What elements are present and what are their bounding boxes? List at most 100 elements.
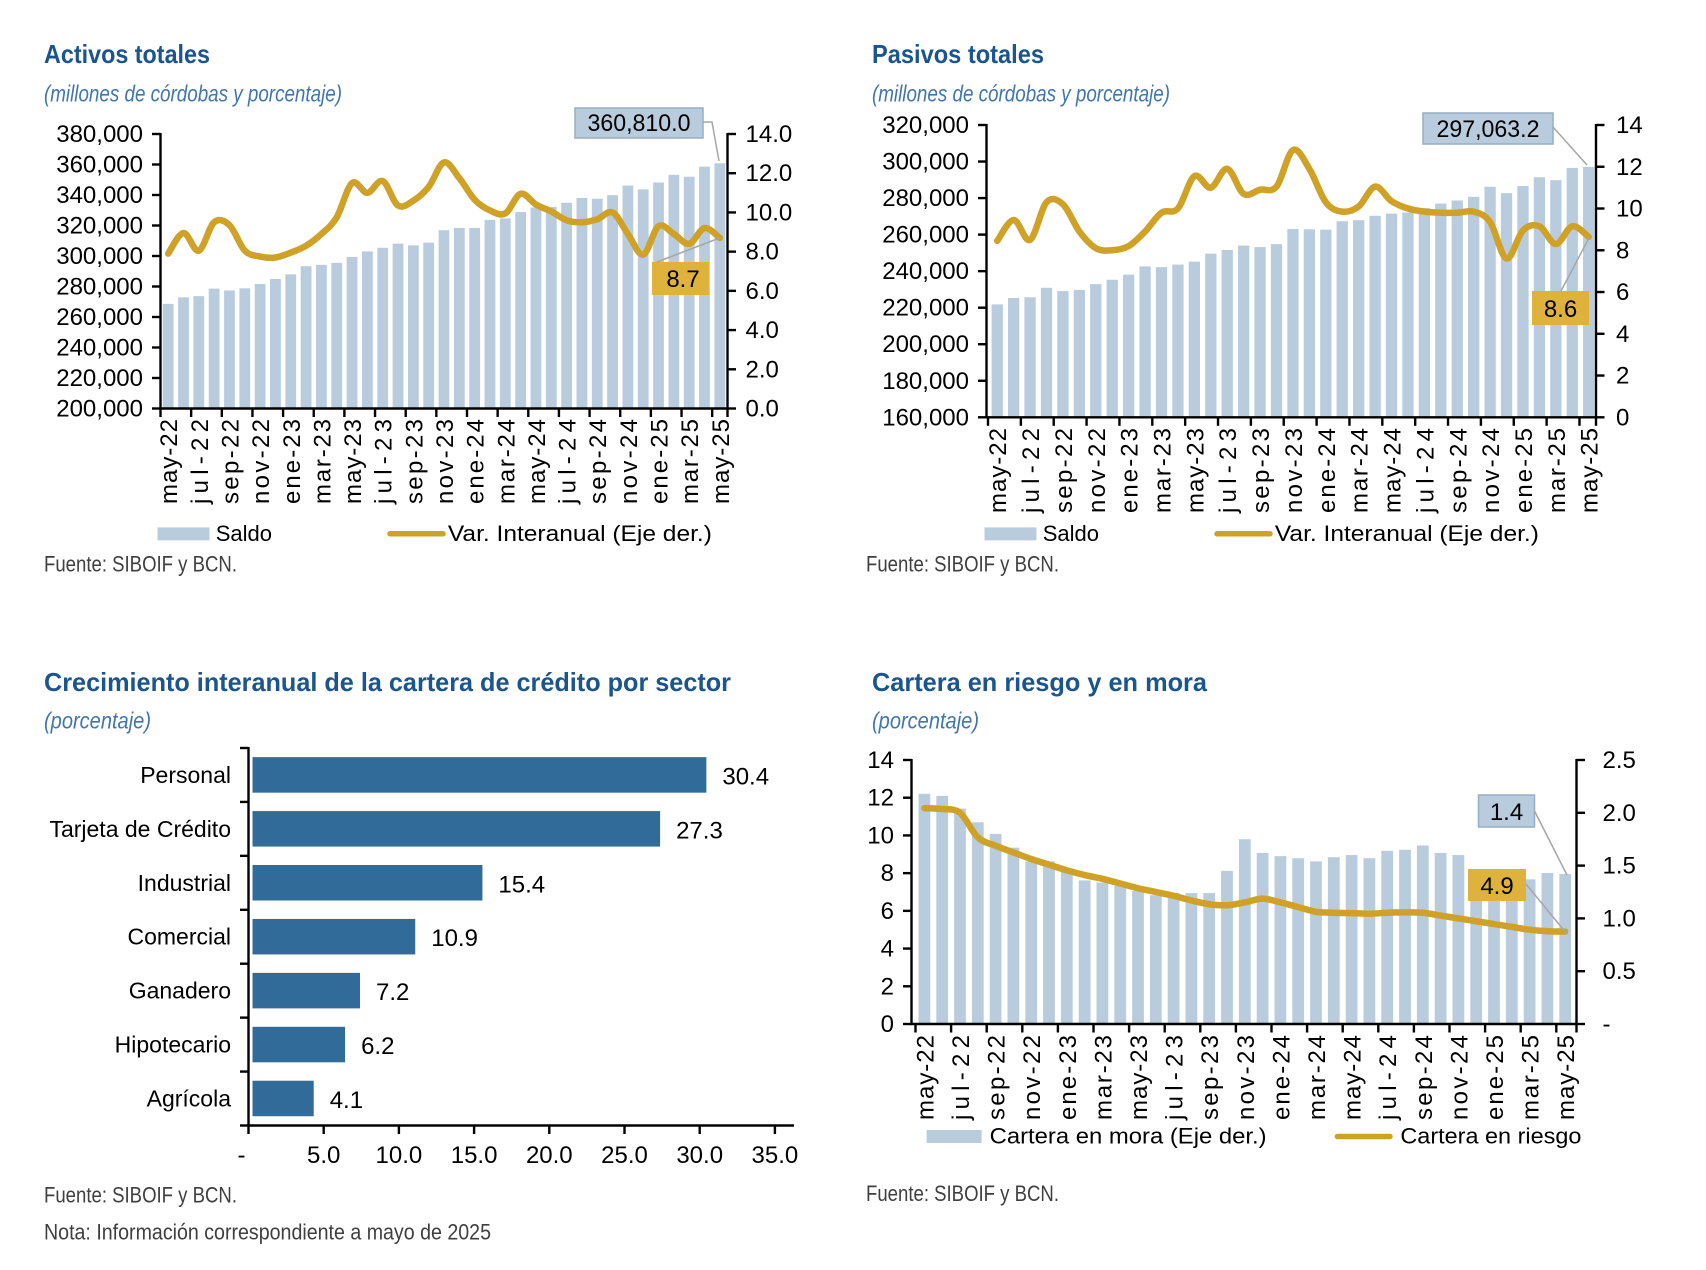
svg-text:jul-22: jul-22 [1018, 428, 1045, 514]
svg-text:240,000: 240,000 [882, 258, 969, 285]
svg-text:ene-23: ene-23 [279, 419, 306, 504]
svg-text:1.0: 1.0 [1603, 905, 1636, 932]
svg-text:15.4: 15.4 [498, 871, 545, 898]
svg-text:Saldo: Saldo [216, 521, 272, 546]
svg-text:(porcentaje): (porcentaje) [872, 708, 979, 734]
svg-text:6: 6 [1616, 279, 1629, 306]
svg-text:1.4: 1.4 [1490, 799, 1523, 826]
svg-text:4: 4 [881, 936, 894, 963]
svg-text:Tarjeta de Crédito: Tarjeta de Crédito [49, 816, 231, 842]
svg-text:Var. Interanual (Eje der.): Var. Interanual (Eje der.) [448, 521, 712, 546]
svg-text:0.0: 0.0 [746, 396, 779, 423]
svg-text:220,000: 220,000 [882, 295, 969, 322]
svg-text:280,000: 280,000 [56, 274, 143, 301]
svg-text:Ganadero: Ganadero [129, 978, 231, 1004]
svg-text:-: - [1603, 1011, 1611, 1038]
svg-text:Personal: Personal [140, 762, 231, 788]
svg-text:2.5: 2.5 [1603, 747, 1636, 774]
svg-text:sep-22: sep-22 [984, 1035, 1011, 1120]
svg-text:may-23: may-23 [1126, 1035, 1153, 1120]
svg-text:nov-23: nov-23 [1233, 1035, 1260, 1120]
svg-text:360,000: 360,000 [56, 152, 143, 179]
svg-text:mar-25: mar-25 [1518, 1035, 1545, 1120]
svg-text:may-24: may-24 [1340, 1035, 1367, 1120]
svg-text:mar-24: mar-24 [1304, 1035, 1331, 1120]
svg-text:sep-23: sep-23 [401, 419, 428, 504]
svg-text:14: 14 [1616, 112, 1643, 139]
svg-text:4: 4 [1616, 321, 1629, 348]
svg-text:Hipotecario: Hipotecario [115, 1032, 231, 1058]
svg-text:jul-24: jul-24 [555, 419, 582, 505]
svg-text:(porcentaje): (porcentaje) [44, 708, 151, 734]
svg-text:200,000: 200,000 [56, 396, 143, 423]
svg-text:may-25: may-25 [1577, 428, 1604, 513]
svg-text:mar-24: mar-24 [493, 419, 520, 504]
svg-text:220,000: 220,000 [56, 365, 143, 392]
svg-text:jul-23: jul-23 [1215, 428, 1242, 514]
svg-text:mar-23: mar-23 [1090, 1035, 1117, 1120]
svg-text:(millones de córdobas y porcen: (millones de córdobas y porcentaje) [44, 81, 342, 107]
svg-text:25.0: 25.0 [601, 1142, 648, 1169]
svg-text:sep-22: sep-22 [1051, 428, 1078, 513]
svg-text:ene-24: ene-24 [1314, 428, 1341, 513]
svg-text:jul-23: jul-23 [371, 419, 398, 505]
svg-text:nov-23: nov-23 [1281, 428, 1308, 513]
svg-text:160,000: 160,000 [882, 404, 969, 431]
svg-text:200,000: 200,000 [882, 331, 969, 358]
svg-text:Fuente: SIBOIF y BCN.: Fuente: SIBOIF y BCN. [44, 551, 237, 576]
svg-text:6: 6 [881, 898, 894, 925]
svg-text:8.0: 8.0 [746, 239, 779, 266]
svg-text:7.2: 7.2 [376, 979, 409, 1006]
svg-text:jul-24: jul-24 [1375, 1035, 1402, 1121]
svg-text:may-22: may-22 [156, 419, 183, 504]
svg-text:nov-22: nov-22 [248, 419, 275, 504]
svg-text:may-23: may-23 [340, 419, 367, 504]
svg-text:240,000: 240,000 [56, 335, 143, 362]
svg-text:nov-24: nov-24 [1446, 1035, 1473, 1120]
svg-text:8: 8 [1616, 237, 1629, 264]
svg-text:2: 2 [881, 973, 894, 1000]
svg-text:sep-22: sep-22 [217, 419, 244, 504]
svg-text:nov-22: nov-22 [1084, 428, 1111, 513]
svg-text:may-24: may-24 [1380, 428, 1407, 513]
svg-text:sep-24: sep-24 [1445, 428, 1472, 513]
svg-text:Var. Interanual (Eje der.): Var. Interanual (Eje der.) [1275, 521, 1539, 546]
svg-text:380,000: 380,000 [56, 121, 143, 148]
svg-text:15.0: 15.0 [451, 1142, 498, 1169]
svg-text:297,063.2: 297,063.2 [1437, 116, 1540, 143]
svg-text:35.0: 35.0 [752, 1142, 799, 1169]
svg-text:260,000: 260,000 [882, 222, 969, 249]
svg-text:mar-25: mar-25 [1544, 428, 1571, 513]
svg-text:nov-24: nov-24 [616, 419, 643, 504]
svg-text:jul-22: jul-22 [948, 1035, 975, 1121]
svg-text:sep-24: sep-24 [1411, 1035, 1438, 1120]
svg-text:Pasivos totales: Pasivos totales [872, 39, 1044, 69]
svg-text:4.1: 4.1 [330, 1087, 363, 1114]
svg-text:Fuente: SIBOIF y BCN.: Fuente: SIBOIF y BCN. [866, 1181, 1059, 1206]
svg-text:mar-23: mar-23 [1150, 428, 1177, 513]
svg-text:nov-23: nov-23 [432, 419, 459, 504]
svg-text:may-25: may-25 [1553, 1035, 1580, 1120]
svg-text:180,000: 180,000 [882, 368, 969, 395]
svg-text:may-23: may-23 [1182, 428, 1209, 513]
svg-text:8.7: 8.7 [666, 266, 699, 293]
svg-text:Cartera en riesgo: Cartera en riesgo [1400, 1124, 1581, 1149]
svg-text:300,000: 300,000 [882, 149, 969, 176]
svg-text:Agrícola: Agrícola [147, 1085, 232, 1111]
svg-text:4.0: 4.0 [746, 317, 779, 344]
svg-text:ene-25: ene-25 [1511, 428, 1538, 513]
svg-text:14.0: 14.0 [746, 121, 793, 148]
svg-text:Nota: Información correspondie: Nota: Información correspondiente a mayo… [44, 1220, 491, 1245]
svg-text:Cartera en mora (Eje der.): Cartera en mora (Eje der.) [990, 1124, 1267, 1149]
svg-text:sep-23: sep-23 [1248, 428, 1275, 513]
svg-text:0.5: 0.5 [1603, 958, 1636, 985]
svg-text:1.5: 1.5 [1603, 853, 1636, 880]
svg-text:ene-24: ene-24 [1268, 1035, 1295, 1120]
svg-text:10.0: 10.0 [376, 1142, 423, 1169]
svg-text:10: 10 [1616, 196, 1643, 223]
svg-text:Cartera en riesgo y en mora: Cartera en riesgo y en mora [872, 667, 1208, 697]
svg-text:10: 10 [867, 822, 894, 849]
svg-text:12: 12 [867, 785, 894, 812]
svg-text:sep-23: sep-23 [1197, 1035, 1224, 1120]
svg-text:260,000: 260,000 [56, 304, 143, 331]
